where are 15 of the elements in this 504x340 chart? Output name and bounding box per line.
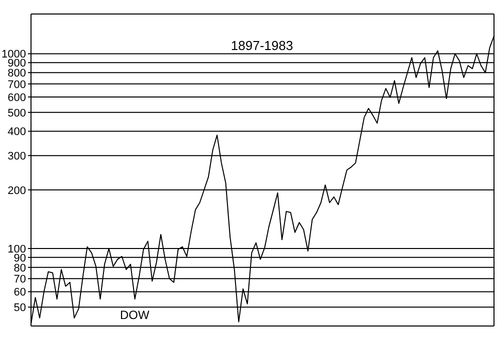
y-tick-label: 200 bbox=[8, 184, 26, 197]
y-tick-label: 300 bbox=[8, 150, 26, 162]
y-tick-label: 600 bbox=[8, 92, 26, 104]
y-tick-label: 80 bbox=[14, 262, 26, 274]
y-tick-label: 700 bbox=[8, 78, 26, 91]
y-tick-label: 60 bbox=[14, 286, 26, 299]
annotation: DOW bbox=[120, 308, 150, 322]
y-tick-label: 70 bbox=[14, 274, 26, 286]
y-tick-label: 900 bbox=[8, 58, 26, 70]
y-tick-label: 800 bbox=[8, 68, 26, 80]
y-tick-label: 50 bbox=[14, 302, 26, 314]
text: 1897-1983 bbox=[230, 38, 294, 53]
y-tick-label: 400 bbox=[8, 126, 26, 138]
y-tick-label: 500 bbox=[8, 107, 26, 120]
y-tick-label: 90 bbox=[14, 252, 26, 264]
